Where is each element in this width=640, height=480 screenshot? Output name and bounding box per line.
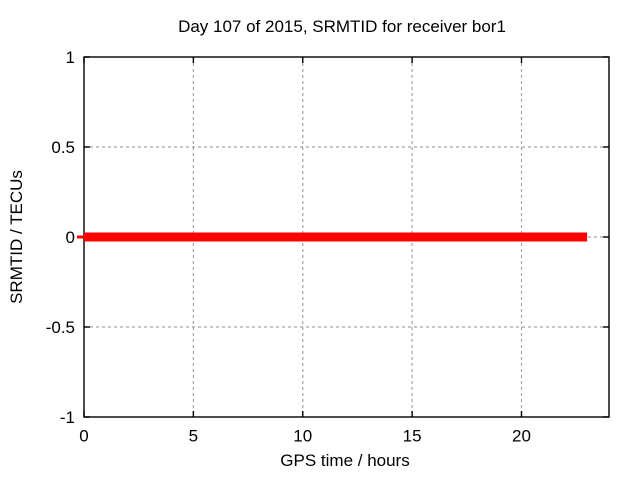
x-tick-label: 20	[512, 427, 531, 446]
data-series	[77, 232, 588, 242]
x-axis-label: GPS time / hours	[280, 451, 409, 470]
series-line-start-overhang	[77, 235, 84, 239]
y-tick-label: 0	[66, 228, 75, 247]
y-tick-label: -1	[60, 408, 75, 427]
tick-labels: 0 5 10 15 20 -1 -0.5 0 0.5 1	[46, 48, 531, 446]
y-tick-label: 1	[66, 48, 75, 67]
chart-title: Day 107 of 2015, SRMTID for receiver bor…	[178, 17, 506, 36]
x-tick-label: 5	[189, 427, 198, 446]
y-axis-label: SRMTID / TECUs	[7, 170, 26, 304]
y-tick-label: 0.5	[51, 138, 75, 157]
y-tick-label: -0.5	[46, 318, 75, 337]
x-tick-label: 10	[293, 427, 312, 446]
x-tick-label: 15	[403, 427, 422, 446]
x-tick-label: 0	[79, 427, 88, 446]
